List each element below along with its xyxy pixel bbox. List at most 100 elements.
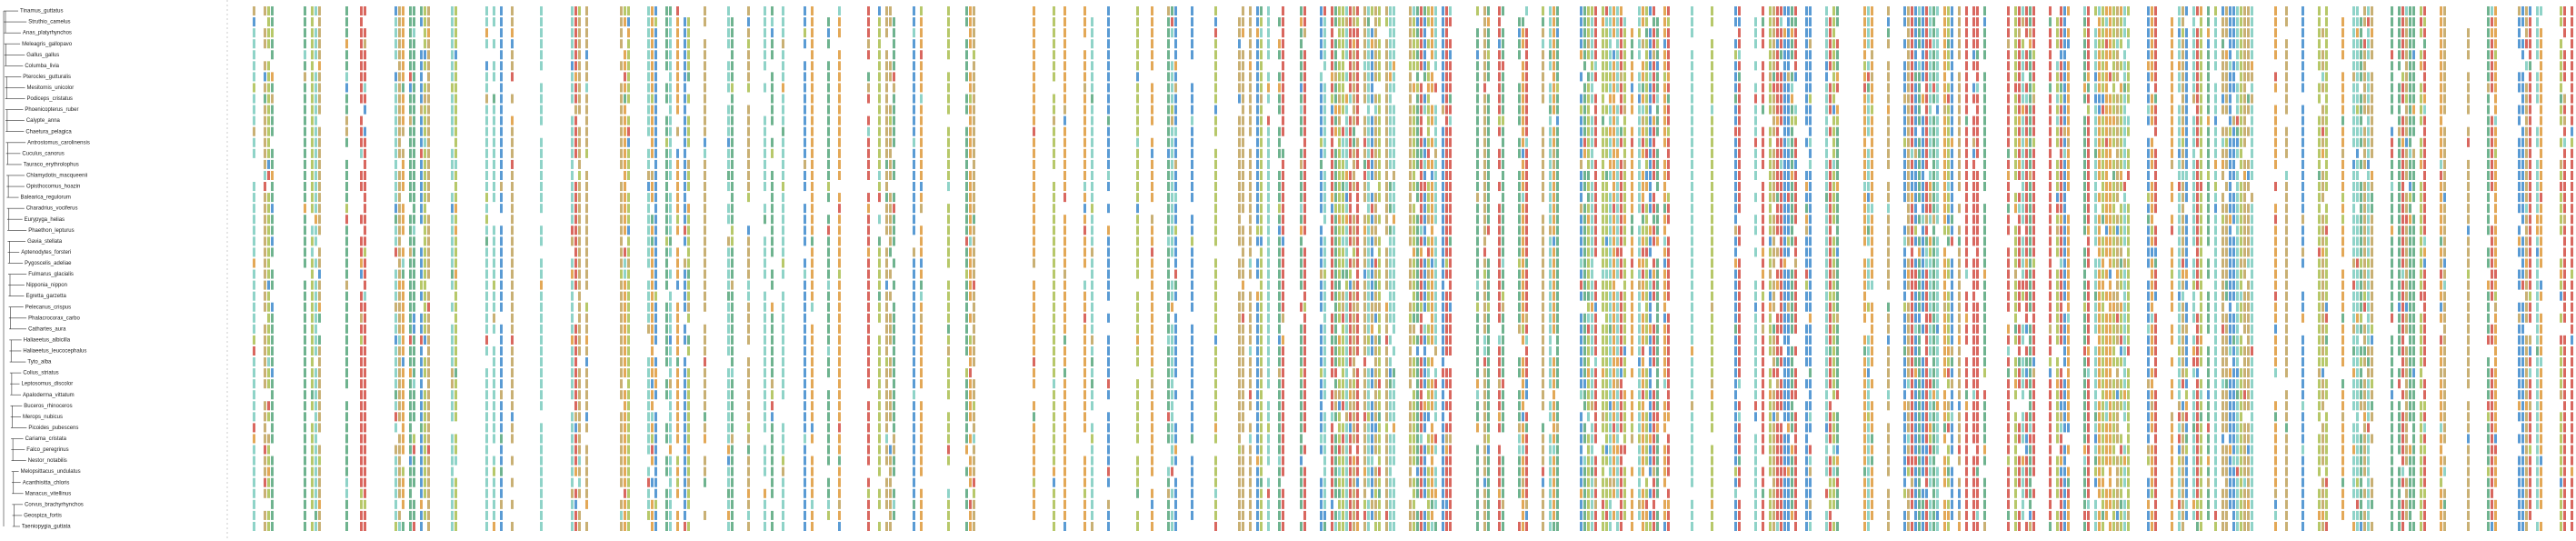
residue [1976, 61, 1979, 71]
residue [1602, 182, 1604, 192]
residue [2060, 182, 2062, 192]
residue [2229, 50, 2232, 60]
residue [2098, 105, 2101, 115]
residue [665, 159, 668, 169]
residue [1616, 39, 1619, 49]
residue [1929, 215, 1932, 225]
residue [2185, 6, 2188, 16]
residue [1932, 193, 1935, 203]
residue [2356, 50, 2359, 60]
residue [913, 50, 915, 60]
residue [1331, 193, 1333, 203]
residue [1525, 39, 1528, 49]
residue [2409, 126, 2411, 136]
residue [271, 115, 274, 125]
residue [409, 6, 412, 16]
residue [1431, 159, 1433, 169]
residue [571, 83, 574, 93]
residue [676, 193, 679, 203]
residue [1918, 72, 1921, 82]
residue [1583, 6, 1586, 16]
residue [1631, 170, 1633, 180]
residue [1754, 126, 1757, 136]
residue [1832, 204, 1835, 214]
residue [360, 50, 363, 60]
residue [1278, 126, 1281, 136]
residue [253, 50, 255, 60]
residue [1914, 115, 1917, 125]
residue [647, 61, 650, 71]
residue [2029, 39, 2032, 49]
residue [1483, 50, 1486, 60]
residue [2200, 204, 2202, 214]
residue [1769, 50, 1772, 60]
residue [2007, 170, 2010, 180]
residue [1363, 28, 1366, 38]
residue [1932, 94, 1935, 104]
residue [1791, 204, 1793, 214]
residue [1612, 94, 1615, 104]
residue [2536, 137, 2539, 147]
residue [2487, 17, 2490, 27]
residue [1863, 39, 1866, 49]
residue [1413, 148, 1415, 158]
residue [1583, 39, 1586, 49]
residue [1918, 61, 1921, 71]
residue [2285, 182, 2288, 192]
residue [1787, 159, 1790, 169]
residue [2494, 6, 2497, 16]
residue [1278, 50, 1281, 60]
residue [1167, 148, 1170, 158]
residue [1107, 115, 1110, 125]
residue [2083, 204, 2086, 214]
residue [1556, 61, 1559, 71]
residue [345, 83, 348, 93]
residue [651, 215, 654, 225]
residue [687, 28, 690, 38]
residue [913, 17, 915, 27]
residue [2229, 72, 2232, 82]
residue [2251, 39, 2253, 49]
residue [2007, 28, 2010, 38]
residue [1278, 215, 1281, 225]
residue [2405, 72, 2408, 82]
residue [1423, 204, 1426, 214]
residue [304, 83, 306, 93]
residue [1553, 39, 1555, 49]
residue [1783, 115, 1786, 125]
residue [402, 170, 404, 180]
residue [2185, 105, 2188, 115]
residue [1787, 17, 1790, 27]
residue [2225, 61, 2228, 71]
residue [1791, 6, 1793, 16]
residue [1645, 105, 1648, 115]
residue [1776, 204, 1779, 214]
residue [1780, 137, 1782, 147]
residue [1214, 28, 1217, 38]
residue [2318, 83, 2321, 93]
residue [271, 170, 274, 180]
residue [1656, 83, 1659, 93]
residue [2029, 61, 2032, 71]
residue [1829, 182, 1832, 192]
residue [1583, 182, 1586, 192]
residue [1174, 17, 1177, 27]
residue [1549, 61, 1552, 71]
residue [511, 193, 514, 203]
residue [1983, 204, 1986, 214]
residue [1174, 148, 1177, 158]
residue [2440, 170, 2442, 180]
residue [1498, 215, 1501, 225]
residue [1972, 193, 1975, 203]
residue [1449, 148, 1452, 158]
residue [1136, 72, 1139, 82]
residue [764, 6, 766, 16]
residue [2285, 126, 2288, 136]
residue [1338, 83, 1341, 93]
residue [1711, 72, 1713, 82]
residue [2214, 94, 2217, 104]
residue [913, 193, 915, 203]
residue [1762, 148, 1764, 158]
residue [2222, 204, 2224, 214]
residue [1652, 126, 1655, 136]
